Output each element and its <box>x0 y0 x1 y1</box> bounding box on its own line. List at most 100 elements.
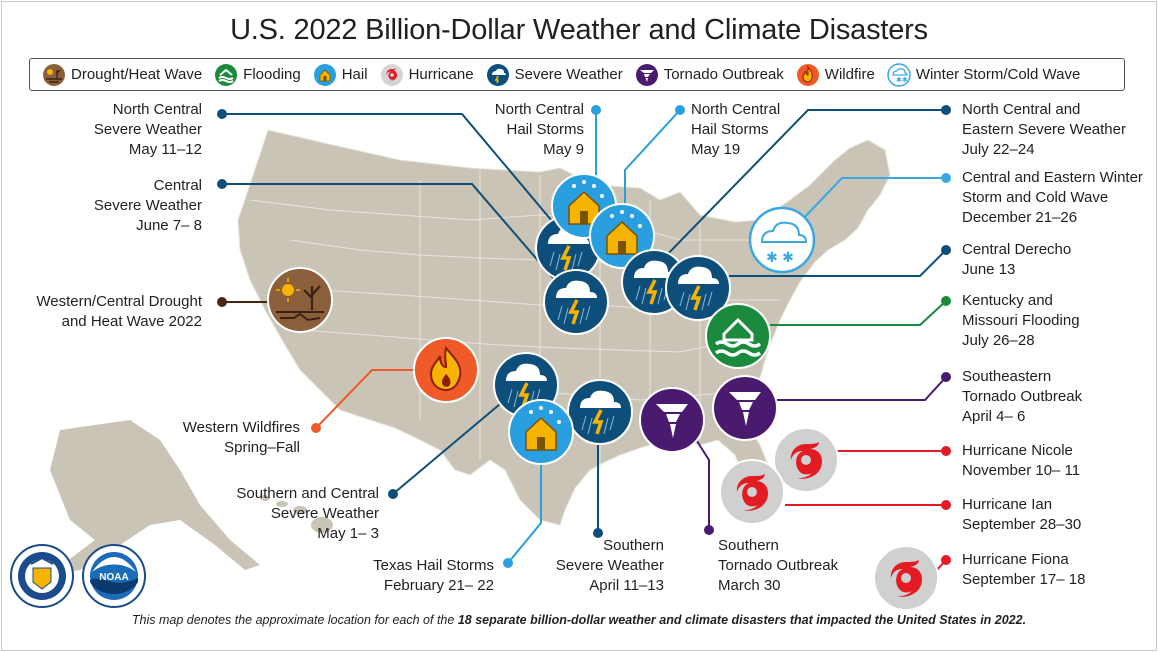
event-name: North Central <box>691 101 781 118</box>
event-dates: December 21–26 <box>962 209 1078 226</box>
event-dates: April 11–13 <box>589 577 664 594</box>
tornado-marker-southeastern <box>712 375 778 441</box>
event-dates: April 4– 6 <box>962 408 1026 425</box>
wildfire-icon <box>796 63 819 86</box>
event-name: Western/Central Drought <box>36 293 202 310</box>
legend-item-hail: Hail <box>313 63 368 87</box>
event-name: Tornado Outbreak <box>718 557 839 574</box>
label-ian: Hurricane Ian September 28–30 <box>962 495 1081 535</box>
label-nc-severe-may: North Central Severe Weather May 11–12 <box>94 100 202 160</box>
event-dates: July 22–24 <box>962 141 1035 158</box>
commerce-seal <box>10 544 74 608</box>
legend-label: Tornado Outbreak <box>663 66 784 83</box>
legend-label: Flooding <box>243 66 301 83</box>
severe-marker-central-june <box>542 268 610 336</box>
legend: Drought/Heat Wave Flooding Hail Hurrican… <box>29 58 1125 91</box>
drought-icon <box>43 63 65 86</box>
label-nicole: Hurricane Nicole November 10– 11 <box>962 441 1080 481</box>
event-name: North Central <box>494 101 584 118</box>
event-name: Hail Storms <box>506 121 584 138</box>
tornado-marker-southern <box>639 387 705 453</box>
event-name: Central Derecho <box>962 241 1072 258</box>
event-name: Southern <box>718 537 779 554</box>
event-name: Kentucky and <box>962 292 1053 309</box>
event-name: Southern and Central <box>236 485 379 502</box>
event-name: Southeastern <box>962 368 1052 385</box>
legend-label: Wildfire <box>824 66 875 83</box>
legend-item-winter: ✱✱ Winter Storm/Cold Wave <box>887 62 1081 87</box>
hurricane-marker-ian <box>719 459 785 525</box>
label-nce-severe: North Central and Eastern Severe Weather… <box>962 100 1126 160</box>
event-dates: May 11–12 <box>128 141 202 158</box>
event-name: Missouri Flooding <box>962 312 1080 329</box>
event-name: Hurricane Ian <box>962 496 1053 513</box>
event-dates: May 9 <box>543 141 584 158</box>
winter-storm-icon: ✱✱ <box>887 62 911 87</box>
legend-label: Severe Weather <box>514 66 623 83</box>
label-fiona: Hurricane Fiona September 17– 18 <box>962 550 1085 590</box>
label-winter-storm: Central and Eastern Winter Storm and Col… <box>962 168 1143 228</box>
drought-marker <box>267 267 333 333</box>
svg-text:✱✱: ✱✱ <box>896 76 908 84</box>
event-name: Central and Eastern Winter <box>962 169 1143 186</box>
label-drought: Western/Central Drought and Heat Wave 20… <box>36 292 202 332</box>
event-name: Hurricane Nicole <box>962 442 1073 459</box>
event-name: Hurricane Fiona <box>962 551 1069 568</box>
event-name: North Central and <box>962 101 1081 118</box>
event-name: Severe Weather <box>555 557 664 574</box>
event-name: Hail Storms <box>691 121 769 138</box>
svg-text:✱ ✱: ✱ ✱ <box>766 250 794 266</box>
legend-label: Hail <box>341 66 368 83</box>
event-dates: June 13 <box>962 261 1016 278</box>
event-name: and Heat Wave 2022 <box>61 313 202 330</box>
footer-bold: 18 separate billion-dollar weather and c… <box>457 613 1027 627</box>
label-se-tornado: Southeastern Tornado Outbreak April 4– 6 <box>962 367 1082 427</box>
flood-marker <box>705 303 771 369</box>
legend-item-drought: Drought/Heat Wave <box>42 63 202 87</box>
severe-weather-icon <box>486 63 509 86</box>
legend-item-hurricane: Hurricane <box>380 63 474 87</box>
event-dates: February 21– 22 <box>383 577 494 594</box>
label-nc-hail-may9: North Central Hail Storms May 9 <box>495 100 584 160</box>
leader-lines <box>222 109 947 573</box>
label-sc-severe: Southern and Central Severe Weather May … <box>236 484 379 544</box>
noaa-seal-text: NOAA <box>99 572 128 583</box>
hawaii-shape <box>260 495 333 533</box>
event-name: Texas Hail Storms <box>373 557 494 574</box>
label-southern-severe: Southern Severe Weather April 11–13 <box>556 536 664 596</box>
event-dates: May 19 <box>691 141 741 158</box>
legend-label: Winter Storm/Cold Wave <box>915 66 1081 83</box>
event-dates: November 10– 11 <box>962 462 1081 479</box>
event-name: North Central <box>112 101 202 118</box>
event-name: Tornado Outbreak <box>962 388 1083 405</box>
event-name: Central <box>153 177 202 194</box>
event-dates: September 28–30 <box>962 516 1082 533</box>
label-derecho: Central Derecho June 13 <box>962 240 1071 280</box>
legend-item-severe: Severe Weather <box>486 63 623 87</box>
legend-item-flooding: Flooding <box>214 63 301 87</box>
event-dates: September 17– 18 <box>962 571 1086 588</box>
event-dates: June 7– 8 <box>136 217 202 234</box>
legend-item-tornado: Tornado Outbreak <box>635 63 784 87</box>
hurricane-icon <box>380 63 403 86</box>
label-nc-hail-may19: North Central Hail Storms May 19 <box>691 100 780 160</box>
event-name: Spring–Fall <box>224 439 300 456</box>
hail-icon <box>313 63 336 86</box>
label-southern-tornado: Southern Tornado Outbreak March 30 <box>718 536 838 596</box>
label-central-severe: Central Severe Weather June 7– 8 <box>94 176 202 236</box>
event-name: Severe Weather <box>270 505 379 522</box>
hurricane-marker-fiona <box>873 545 939 611</box>
severe-marker-southern-april <box>566 378 634 446</box>
legend-label: Hurricane <box>408 66 474 83</box>
wildfire-marker <box>413 337 479 403</box>
event-name: Western Wildfires <box>182 419 300 436</box>
footer-prefix: This map denotes the approximate locatio… <box>131 613 458 627</box>
noaa-seal <box>82 544 146 608</box>
hurricane-marker-nicole <box>773 427 839 493</box>
footer-note: This map denotes the approximate locatio… <box>0 613 1158 627</box>
leader-dots <box>217 105 951 568</box>
legend-item-wildfire: Wildfire <box>796 63 875 87</box>
map-title: U.S. 2022 Billion-Dollar Weather and Cli… <box>230 14 928 46</box>
event-dates: July 26–28 <box>962 332 1035 349</box>
event-dates: March 30 <box>718 577 781 594</box>
